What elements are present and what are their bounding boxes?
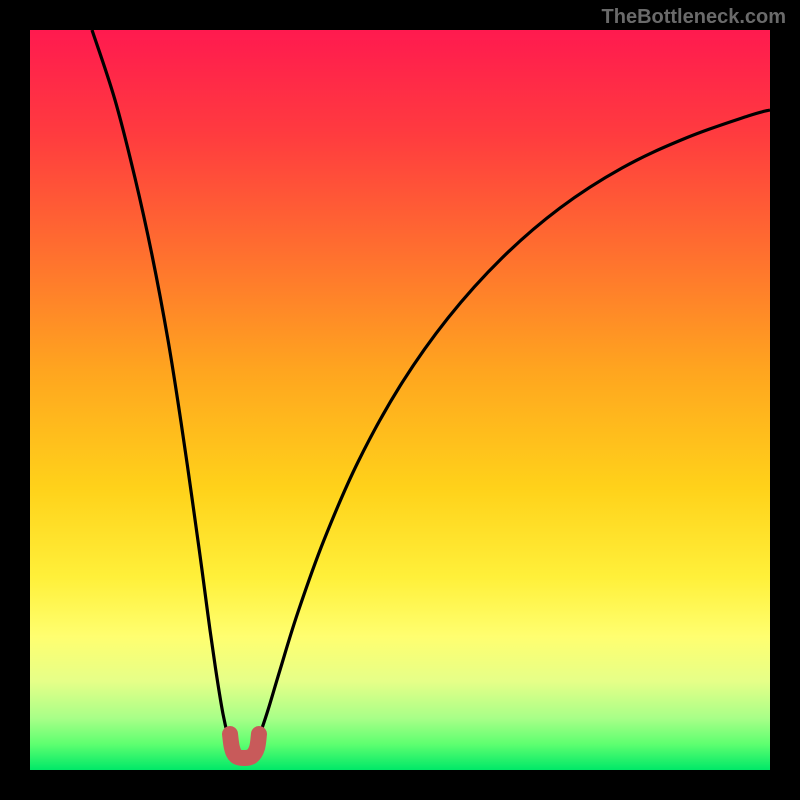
plot-area (30, 30, 770, 770)
gradient-background (30, 30, 770, 770)
watermark-text: TheBottleneck.com (602, 6, 786, 29)
chart-container: TheBottleneck.com (0, 0, 800, 800)
